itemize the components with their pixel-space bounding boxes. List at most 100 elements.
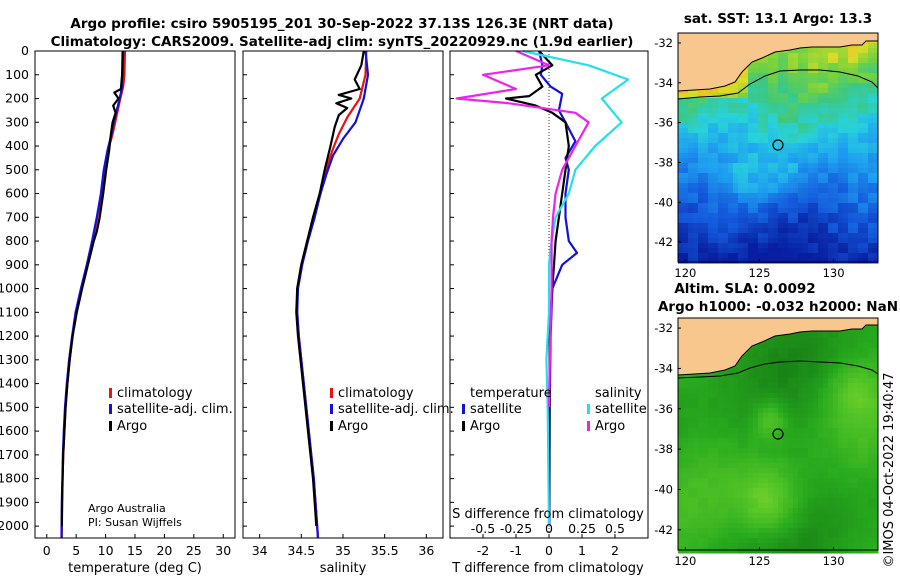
sst-grid-cell bbox=[718, 103, 724, 109]
sla-grid-cell bbox=[678, 473, 684, 479]
sla-grid-cell bbox=[848, 408, 854, 414]
sst-grid-cell bbox=[778, 193, 784, 199]
sst-grid-cell bbox=[713, 218, 719, 224]
sla-grid-cell bbox=[728, 508, 734, 514]
sla-grid-cell bbox=[848, 393, 854, 399]
sst-grid-cell bbox=[773, 108, 779, 114]
sla-grid-cell bbox=[838, 533, 844, 539]
sst-grid-cell bbox=[838, 63, 844, 69]
sst-grid-cell bbox=[828, 63, 834, 69]
sst-grid-cell bbox=[748, 173, 754, 179]
sst-grid-cell bbox=[873, 173, 879, 179]
sst-grid-cell bbox=[858, 183, 864, 189]
sst-grid-cell bbox=[728, 133, 734, 139]
sst-grid-cell bbox=[743, 258, 749, 264]
sst-grid-cell bbox=[768, 213, 774, 219]
sla-grid-cell bbox=[758, 353, 764, 359]
sla-grid-cell bbox=[863, 483, 869, 489]
sla-grid-cell bbox=[798, 478, 804, 484]
sla-grid-cell bbox=[768, 403, 774, 409]
sst-grid-cell bbox=[793, 48, 799, 54]
sst-grid-cell bbox=[823, 88, 829, 94]
sla-grid-cell bbox=[703, 423, 709, 429]
sla-map-panel: Altim. SLA: 0.0092 Argo h1000: -0.032 h2… bbox=[654, 281, 898, 568]
sst-grid-cell bbox=[743, 133, 749, 139]
sst-grid-cell bbox=[713, 163, 719, 169]
sla-grid-cell bbox=[743, 368, 749, 374]
sla-grid-cell bbox=[788, 463, 794, 469]
sla-grid-cell bbox=[823, 398, 829, 404]
sla-grid-cell bbox=[688, 388, 694, 394]
sla-grid-cell bbox=[768, 348, 774, 354]
sst-grid-cell bbox=[858, 178, 864, 184]
sla-grid-cell bbox=[798, 388, 804, 394]
sla-grid-cell bbox=[788, 468, 794, 474]
sla-grid-cell bbox=[748, 368, 754, 374]
sst-grid-cell bbox=[803, 48, 809, 54]
sla-grid-cell bbox=[803, 453, 809, 459]
sla-grid-cell bbox=[843, 448, 849, 454]
sst-grid-cell bbox=[778, 213, 784, 219]
sla-grid-cell bbox=[833, 343, 839, 349]
sla-grid-cell bbox=[853, 543, 859, 549]
sst-grid-cell bbox=[868, 198, 874, 204]
sst-grid-cell bbox=[683, 203, 689, 209]
sst-grid-cell bbox=[723, 138, 729, 144]
sla-grid-cell bbox=[833, 463, 839, 469]
sla-grid-cell bbox=[818, 413, 824, 419]
sst-grid-cell bbox=[768, 233, 774, 239]
sla-grid-cell bbox=[813, 473, 819, 479]
sst-grid-cell bbox=[843, 183, 849, 189]
sst-grid-cell bbox=[708, 258, 714, 264]
sst-grid-cell bbox=[753, 168, 759, 174]
sst-grid-cell bbox=[808, 173, 814, 179]
sst-grid-cell bbox=[738, 193, 744, 199]
sst-grid-cell bbox=[688, 208, 694, 214]
sst-grid-cell bbox=[698, 248, 704, 254]
sst-map-frame bbox=[677, 32, 879, 263]
sla-grid-cell bbox=[823, 533, 829, 539]
sst-grid-cell bbox=[683, 248, 689, 254]
sst-grid-cell bbox=[858, 218, 864, 224]
sla-grid-cell bbox=[693, 458, 699, 464]
sst-grid-cell bbox=[783, 243, 789, 249]
sst-grid-cell bbox=[833, 118, 839, 124]
sla-grid-cell bbox=[788, 483, 794, 489]
series-line-satellite-adj-clim- bbox=[60, 50, 125, 539]
sst-land-mask bbox=[678, 33, 878, 91]
sst-grid-cell bbox=[828, 103, 834, 109]
sst-grid-cell bbox=[798, 223, 804, 229]
sla-grid-cell bbox=[818, 343, 824, 349]
sla-grid-cell bbox=[798, 373, 804, 379]
sla-grid-cell bbox=[708, 533, 714, 539]
sst-grid-cell bbox=[753, 103, 759, 109]
sst-grid-cell bbox=[868, 258, 874, 264]
sst-grid-cell bbox=[708, 203, 714, 209]
sla-grid-cell bbox=[773, 548, 779, 554]
sst-grid-cell bbox=[848, 163, 854, 169]
sst-grid-cell bbox=[758, 168, 764, 174]
sla-grid-cell bbox=[773, 448, 779, 454]
sla-grid-cell bbox=[833, 488, 839, 494]
sst-grid-cell bbox=[818, 178, 824, 184]
sst-grid-cell bbox=[728, 83, 734, 89]
sla-grid-cell bbox=[748, 508, 754, 514]
sla-grid-cell bbox=[748, 438, 754, 444]
sla-grid-cell bbox=[783, 523, 789, 529]
sst-grid-cell bbox=[803, 88, 809, 94]
sst-grid-cell bbox=[713, 193, 719, 199]
sst-grid-cell bbox=[713, 248, 719, 254]
sst-grid-cell bbox=[688, 98, 694, 104]
sla-grid-cell bbox=[693, 543, 699, 549]
sla-grid-cell bbox=[853, 418, 859, 424]
sla-grid-cell bbox=[828, 513, 834, 519]
sla-grid-cell bbox=[858, 523, 864, 529]
sla-grid-cell bbox=[803, 398, 809, 404]
sst-grid-cell bbox=[798, 138, 804, 144]
sla-grid-cell bbox=[733, 548, 739, 554]
sst-grid-cell bbox=[823, 133, 829, 139]
sst-grid-cell bbox=[838, 173, 844, 179]
sla-grid-cell bbox=[688, 448, 694, 454]
sst-grid-cell bbox=[773, 228, 779, 234]
sla-grid-cell bbox=[768, 408, 774, 414]
